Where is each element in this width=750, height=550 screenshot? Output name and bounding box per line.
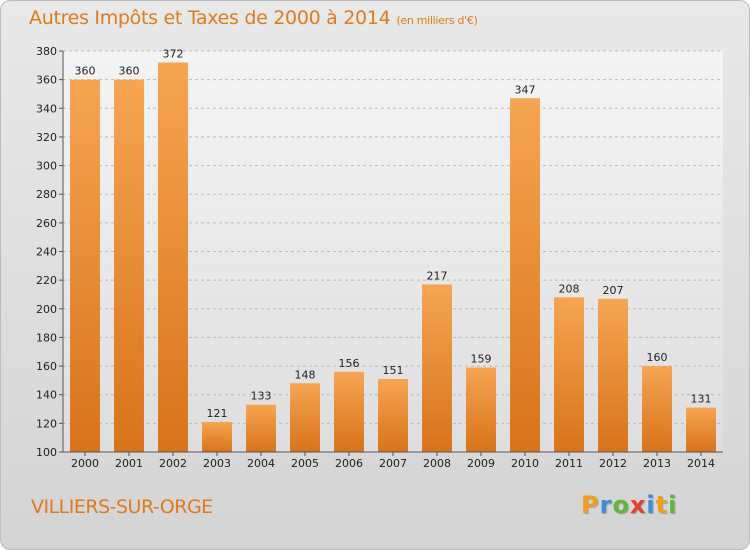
y-tick-label: 260 <box>36 217 57 230</box>
x-tick-label: 2012 <box>599 457 627 470</box>
x-tick-label: 2013 <box>643 457 671 470</box>
y-tick-label: 140 <box>36 389 57 402</box>
bar <box>246 404 276 452</box>
x-tick-label: 2007 <box>379 457 407 470</box>
data-label: 360 <box>75 65 96 78</box>
bar <box>158 62 188 452</box>
x-tick-label: 2011 <box>555 457 583 470</box>
y-tick-label: 380 <box>36 45 57 58</box>
logo-letter: r <box>599 491 613 519</box>
data-label: 131 <box>691 393 712 406</box>
x-tick-label: 2002 <box>159 457 187 470</box>
logo-letter: i <box>668 491 678 519</box>
bar <box>70 79 100 453</box>
data-label: 133 <box>251 390 272 403</box>
y-tick-label: 100 <box>36 446 57 459</box>
proxiti-logo: Proxiti <box>581 491 677 519</box>
axes: 100 120 140 160 180 200 220 240 260 280 300 320 340 3… <box>36 45 723 470</box>
y-tick-label: 300 <box>36 160 57 173</box>
x-tick-label: 2000 <box>71 457 99 470</box>
x-tick-label: 2004 <box>247 457 275 470</box>
x-tick-label: 2009 <box>467 457 495 470</box>
logo-letter: x <box>629 491 647 519</box>
x-tick-label: 2010 <box>511 457 539 470</box>
data-label: 156 <box>339 357 360 370</box>
data-label: 347 <box>515 83 536 96</box>
bar <box>378 378 408 452</box>
y-tick-label: 180 <box>36 331 57 344</box>
x-tick-label: 2005 <box>291 457 319 470</box>
y-tick-label: 160 <box>36 360 57 373</box>
bar <box>686 407 716 452</box>
logo-letter: t <box>655 491 669 519</box>
bar <box>598 298 628 452</box>
bar <box>422 284 452 452</box>
y-tick-label: 280 <box>36 188 57 201</box>
y-tick-label: 320 <box>36 131 57 144</box>
chart-title: Autres Impôts et Taxes de 2000 à 2014 (en… <box>29 7 478 29</box>
data-label: 360 <box>119 65 140 78</box>
bars: 360 360 372 121 133 148 156 151 217 159 347 208 207 1… <box>70 47 716 453</box>
bar <box>554 297 584 452</box>
x-tick-label: 2003 <box>203 457 231 470</box>
x-tick-label: 2008 <box>423 457 451 470</box>
data-label: 159 <box>471 353 492 366</box>
bar <box>334 371 364 452</box>
data-label: 148 <box>295 368 316 381</box>
bar <box>202 421 232 452</box>
data-label: 207 <box>603 284 624 297</box>
x-tick-label: 2014 <box>687 457 715 470</box>
y-tick-label: 200 <box>36 303 57 316</box>
y-tick-label: 340 <box>36 102 57 115</box>
chart-unit: (en milliers d'€) <box>396 14 478 27</box>
logo-letter: P <box>581 491 600 519</box>
data-label: 121 <box>207 407 228 420</box>
city-name: VILLIERS-SUR-ORGE <box>31 496 213 518</box>
data-label: 208 <box>559 282 580 295</box>
bar <box>642 366 672 452</box>
data-label: 160 <box>647 351 668 364</box>
bar <box>114 79 144 453</box>
logo-letter: o <box>612 491 630 519</box>
bar <box>466 367 496 452</box>
logo-letter: i <box>646 491 656 519</box>
data-label: 372 <box>163 47 184 60</box>
data-label: 151 <box>383 364 404 377</box>
bar <box>290 383 320 452</box>
y-tick-label: 120 <box>36 417 57 430</box>
x-tick-label: 2001 <box>115 457 143 470</box>
chart-title-text: Autres Impôts et Taxes de 2000 à 2014 <box>29 7 391 29</box>
y-tick-label: 360 <box>36 74 57 87</box>
y-tick-label: 240 <box>36 246 57 259</box>
x-tick-label: 2006 <box>335 457 363 470</box>
bar <box>510 98 540 452</box>
data-label: 217 <box>427 269 448 282</box>
y-tick-label: 220 <box>36 274 57 287</box>
